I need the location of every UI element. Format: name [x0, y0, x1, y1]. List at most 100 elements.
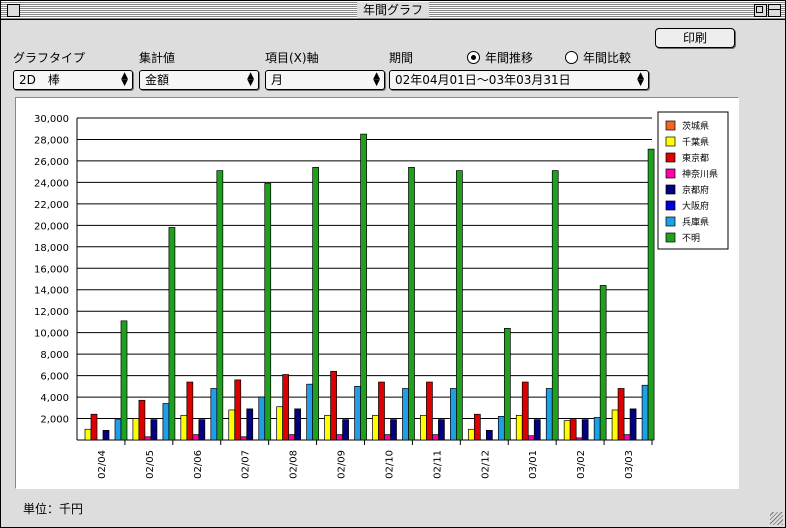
bar-chart: 2,000 4,000 6,000 8,000 10,000 12,000 14,000 16… — [34, 111, 729, 479]
legend-swatch — [665, 152, 676, 163]
bar — [450, 388, 457, 441]
bar — [420, 414, 427, 441]
bar — [575, 437, 583, 441]
x-axis-value: 月 — [271, 73, 284, 87]
bar — [408, 167, 415, 441]
y-tick-label: 18,000 — [34, 243, 69, 254]
aggregate-label: 集計値 — [139, 51, 176, 65]
bar — [132, 418, 140, 441]
bar — [306, 383, 314, 441]
bar — [186, 381, 194, 441]
bar — [120, 320, 128, 441]
bar — [246, 408, 254, 441]
bar — [515, 414, 523, 441]
bar — [378, 381, 385, 441]
bar — [168, 227, 176, 441]
y-tick-label: 28,000 — [34, 135, 69, 146]
radio-compare-label[interactable]: 年間比較 — [583, 51, 632, 65]
zoom-box-icon[interactable] — [754, 4, 767, 17]
bar — [569, 419, 577, 441]
legend-label: 東京都 — [682, 152, 709, 164]
bar — [258, 396, 266, 441]
x-tick-label: 02/04 — [97, 450, 108, 479]
bar — [467, 428, 475, 441]
unit-label: 単位：千円 — [23, 502, 84, 516]
radio-trend[interactable] — [467, 51, 480, 64]
bar — [533, 419, 541, 441]
legend-swatch — [665, 200, 676, 211]
y-tick-label: 16,000 — [34, 264, 69, 275]
legend-swatch — [665, 120, 676, 131]
x-tick-label: 02/06 — [193, 450, 204, 479]
bar — [198, 419, 206, 441]
period-select[interactable]: 02年04月01日～03年03月31日 ▲ ▼ — [389, 70, 649, 90]
bar — [240, 436, 248, 441]
x-axis-label: 項目(X)軸 — [265, 51, 319, 65]
bar — [342, 419, 349, 441]
updown-arrows-icon: ▲ ▼ — [637, 71, 644, 88]
y-tick-label: 14,000 — [34, 286, 69, 297]
radio-trend-label[interactable]: 年間推移 — [485, 51, 534, 65]
bar — [647, 148, 655, 441]
aggregate-select[interactable]: 金額 ▲ ▼ — [139, 70, 259, 90]
x-tick-label: 02/08 — [289, 450, 300, 479]
graph-type-select[interactable]: 2D 棒 ▲ ▼ — [13, 70, 133, 90]
bar — [354, 385, 361, 441]
bar — [456, 170, 463, 441]
bar — [611, 409, 619, 441]
bar — [324, 414, 331, 441]
bar — [485, 429, 493, 441]
bar — [282, 374, 290, 441]
aggregate-value: 金額 — [145, 73, 170, 87]
legend-swatch — [665, 168, 676, 179]
x-tick-label: 02/07 — [241, 450, 252, 479]
y-tick-label: 8,000 — [40, 350, 69, 361]
bar — [294, 408, 302, 441]
x-tick-label: 03/03 — [624, 450, 635, 479]
bar — [473, 413, 481, 441]
bar — [330, 370, 337, 441]
bar — [432, 434, 439, 441]
y-tick-label: 20,000 — [34, 221, 69, 232]
x-axis-select[interactable]: 月 ▲ ▼ — [265, 70, 385, 90]
bar — [402, 388, 409, 441]
collapse-box-icon[interactable] — [768, 4, 781, 17]
y-tick-label: 30,000 — [34, 114, 69, 125]
y-tick-label: 4,000 — [40, 393, 69, 404]
bar — [228, 409, 236, 441]
bar — [426, 381, 433, 441]
print-button[interactable]: 印刷 — [655, 28, 735, 48]
legend-swatch — [665, 184, 676, 195]
updown-arrows-icon: ▲ ▼ — [373, 71, 380, 88]
title-bar[interactable]: 年間グラフ — [1, 1, 785, 20]
bar — [641, 384, 649, 441]
bar — [390, 419, 397, 441]
x-tick-label: 03/01 — [528, 450, 539, 479]
close-box-icon[interactable] — [7, 4, 20, 17]
updown-arrows-icon: ▲ ▼ — [121, 71, 128, 88]
x-tick-label: 02/09 — [337, 450, 348, 479]
resize-grip-icon[interactable] — [770, 512, 783, 525]
x-tick-label: 02/10 — [384, 450, 395, 479]
legend-box — [657, 111, 729, 250]
legend-label: 不明 — [682, 233, 700, 244]
x-tick-label: 03/02 — [576, 450, 587, 479]
bar — [551, 170, 559, 441]
y-tick-label: 12,000 — [34, 307, 69, 318]
bar — [114, 419, 122, 441]
legend-label: 京都府 — [682, 184, 709, 196]
bar — [180, 414, 188, 441]
bar — [216, 170, 224, 441]
bar — [438, 419, 445, 441]
updown-arrows-icon: ▲ ▼ — [247, 71, 254, 88]
bar — [563, 420, 571, 441]
legend-label: 大阪府 — [682, 200, 709, 212]
bar — [581, 419, 589, 441]
legend-swatch — [665, 216, 676, 227]
bar — [599, 285, 607, 441]
radio-compare[interactable] — [565, 51, 578, 64]
period-label: 期間 — [389, 51, 414, 65]
bar — [617, 388, 625, 441]
bar — [360, 133, 367, 441]
chart-area: 2,000 4,000 6,000 8,000 10,000 12,000 14,000 16… — [15, 97, 739, 489]
